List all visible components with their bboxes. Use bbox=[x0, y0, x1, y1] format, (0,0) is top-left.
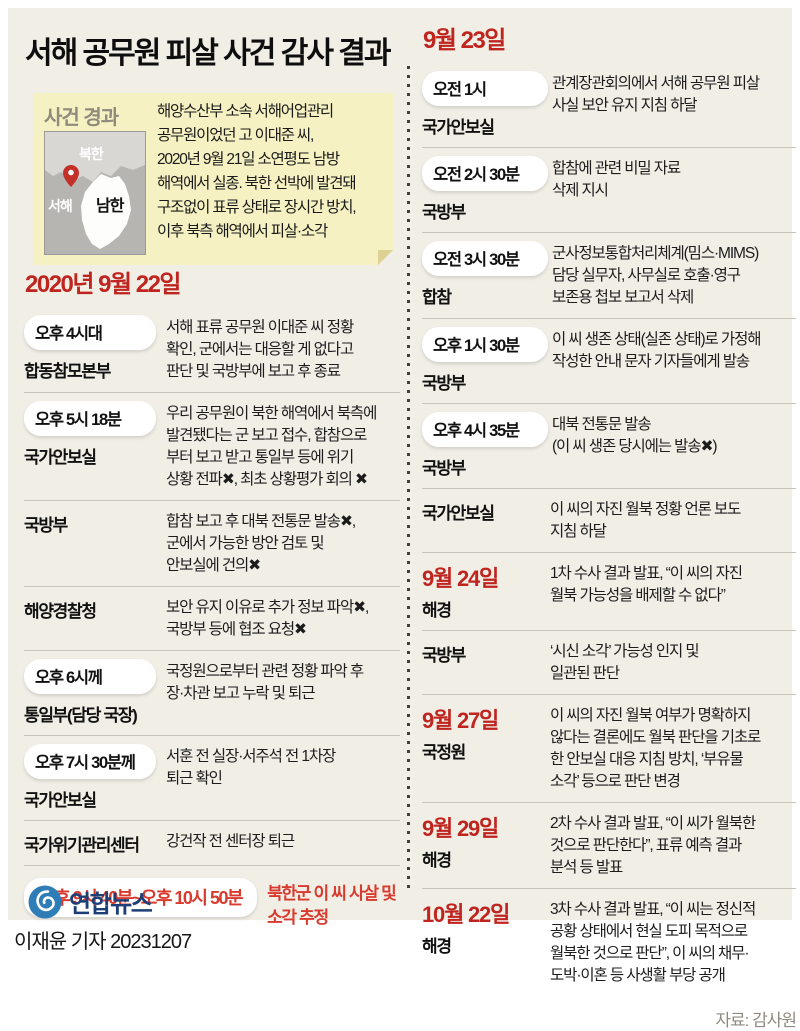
timeline-entry: 오후 5시 18분 국가안보실 우리 공무원이 북한 해역에서 북측에 발견됐다… bbox=[24, 393, 400, 501]
org-label: 통일부(담당 국장) bbox=[24, 706, 138, 725]
org-label: 국가안보실 bbox=[24, 448, 97, 467]
org-label: 해양경찰청 bbox=[24, 602, 97, 621]
yonhap-logo: 연합뉴스 bbox=[28, 884, 153, 919]
timeline-entry: 오전 2시 30분 국방부 합참에 관련 비밀 자료 삭제 지시 bbox=[422, 148, 796, 233]
korea-map: 북한 서해 남한 bbox=[44, 131, 146, 255]
org-label: 국방부 bbox=[422, 459, 466, 478]
timeline-entry: 10월 22일 해경 3차 수사 결과 발표, “이 씨는 정신적 공황 상태에… bbox=[422, 889, 796, 996]
entry-text: 합참 보고 후 대북 전통문 발송✖, 군에서 가능한 방안 검토 및 안보실에… bbox=[166, 513, 356, 574]
entry-text: 보안 유지 이유로 추가 정보 파악✖, 국방부 등에 협조 요청✖ bbox=[166, 599, 369, 638]
org-label: 해경 bbox=[422, 601, 452, 620]
map-sea-label: 서해 bbox=[48, 198, 73, 214]
highlight-time-badge: 오후 9시 40분~오후 10시 50분 bbox=[24, 878, 258, 917]
entry-text: ‘시신 소각’ 가능성 인지 및 일관된 판단 bbox=[550, 643, 700, 682]
timeline-left-column: 2020년 9월 22일 오후 4시대 합동참모본부 서해 표류 공무원 이대준… bbox=[24, 264, 400, 939]
timeline-entry: 9월 24일 해경 1차 수사 결과 발표, “이 씨의 자진 월북 가능성을 … bbox=[422, 553, 796, 631]
org-label: 합참 bbox=[422, 288, 452, 307]
date-label: 9월 27일 bbox=[422, 708, 499, 733]
map-south-label: 남한 bbox=[96, 198, 124, 215]
entry-text: 군사정보통합처리체계(밈스·MIMS) 담당 실무자, 사무실로 호출·영구 보… bbox=[552, 245, 759, 306]
time-badge: 오후 4시 35분 bbox=[422, 412, 548, 447]
org-label: 국정원 bbox=[422, 743, 466, 762]
entry-text: 2차 수사 결과 발표, “이 씨가 월북한 것으로 판단한다”, 표류 예측 … bbox=[550, 815, 756, 876]
infographic-canvas: 서해 공무원 피살 사건 감사 결과 사건 경과 북한 서해 남한 해양수산부 … bbox=[8, 8, 797, 1030]
entry-text: 이 씨의 자진 월북 여부가 명확하지 않다는 결론에도 월북 판단을 기초로 … bbox=[550, 707, 761, 790]
org-label: 국방부 bbox=[24, 516, 68, 535]
entry-text: 1차 수사 결과 발표, “이 씨의 자진 월북 가능성을 배제할 수 없다” bbox=[550, 565, 743, 604]
timeline-right-column: 9월 23일 오전 1시 국가안보실 관계장관회의에서 서해 공무원 피살 사실… bbox=[422, 20, 797, 1031]
org-label: 국가위기관리센터 bbox=[24, 836, 140, 855]
org-label: 국가안보실 bbox=[422, 504, 495, 523]
timeline-entry: 국방부 합참 보고 후 대북 전통문 발송✖, 군에서 가능한 방안 검토 및 … bbox=[24, 501, 400, 587]
entry-text: 국정원으로부터 관련 정황 파악 후 장·차관 보고 누락 및 퇴근 bbox=[166, 663, 364, 702]
entry-text: 3차 수사 결과 발표, “이 씨는 정신적 공황 상태에서 현실 도피 목적으… bbox=[550, 901, 756, 984]
location-pin-icon bbox=[63, 165, 79, 187]
highlight-text: 북한군 이 씨 사살 및 소각 추정 bbox=[267, 884, 397, 927]
timeline-entry: 해양경찰청 보안 유지 이유로 추가 정보 파악✖, 국방부 등에 협조 요청✖ bbox=[24, 587, 400, 651]
timeline-entry: 국방부 ‘시신 소각’ 가능성 인지 및 일관된 판단 bbox=[422, 631, 796, 695]
time-badge: 오후 1시 30분 bbox=[422, 327, 548, 362]
timeline-entry: 오후 4시 35분 국방부 대북 전통문 발송 (이 씨 생존 당시에는 발송✖… bbox=[422, 404, 796, 489]
org-label: 국가안보실 bbox=[422, 118, 495, 137]
timeline-entry: 9월 29일 해경 2차 수사 결과 발표, “이 씨가 월북한 것으로 판단한… bbox=[422, 803, 796, 889]
timeline-entry: 오후 1시 30분 국방부 이 씨 생존 상태(실존 상태)로 가정해 작성한 … bbox=[422, 319, 796, 404]
page-title: 서해 공무원 피살 사건 감사 결과 bbox=[25, 37, 391, 70]
entry-text: 이 씨의 자진 월북 정황 언론 보도 지침 하달 bbox=[550, 501, 741, 540]
timeline-entry: 국가안보실 이 씨의 자진 월북 정황 언론 보도 지침 하달 bbox=[422, 489, 796, 553]
note-heading: 사건 경과 bbox=[44, 107, 119, 129]
source-credit: 자료: 감사원 bbox=[715, 1011, 797, 1030]
date-label: 9월 29일 bbox=[422, 816, 499, 841]
byline: 이재윤 기자 20231207 bbox=[14, 931, 192, 953]
entry-text: 서훈 전 실장·서주석 전 1차장 퇴근 확인 bbox=[166, 748, 336, 787]
entry-text: 관계장관회의에서 서해 공무원 피살 사실 보안 유지 지침 하달 bbox=[552, 75, 760, 114]
date-label: 9월 24일 bbox=[422, 566, 499, 591]
time-badge: 오전 2시 30분 bbox=[422, 156, 548, 191]
timeline-entry: 오후 7시 30분께 국가안보실 서훈 전 실장·서주석 전 1차장 퇴근 확인 bbox=[24, 736, 400, 821]
entry-text: 우리 공무원이 북한 해역에서 북측에 발견됐다는 군 보고 접수, 합참으로 … bbox=[166, 405, 377, 488]
timeline-entry: 9월 27일 국정원 이 씨의 자진 월북 여부가 명확하지 않다는 결론에도 … bbox=[422, 695, 796, 803]
map-south-region bbox=[81, 174, 131, 249]
date-header: 9월 23일 bbox=[423, 27, 506, 54]
timeline-entry: 오전 3시 30분 합참 군사정보통합처리체계(밈스·MIMS) 담당 실무자,… bbox=[422, 233, 796, 319]
entry-text: 대북 전통문 발송 (이 씨 생존 당시에는 발송✖) bbox=[552, 416, 718, 455]
org-label: 국방부 bbox=[422, 203, 466, 222]
date-label: 10월 22일 bbox=[422, 902, 510, 927]
note-description: 해양수산부 소속 서해어업관리 공무원이었던 고 이대준 씨, 2020년 9월… bbox=[157, 103, 357, 240]
time-badge: 오후 7시 30분께 bbox=[24, 744, 156, 779]
org-label: 합동참모본부 bbox=[24, 362, 111, 381]
org-label: 해경 bbox=[422, 851, 452, 870]
map-north-label: 북한 bbox=[79, 146, 104, 162]
entry-text: 합참에 관련 비밀 자료 삭제 지시 bbox=[552, 160, 681, 199]
timeline-entry: 오후 6시께 통일부(담당 국장) 국정원으로부터 관련 정황 파악 후 장·차… bbox=[24, 651, 400, 736]
entry-text: 서해 표류 공무원 이대준 씨 정황 확인, 군에서는 대응할 게 없다고 판단… bbox=[166, 319, 354, 380]
timeline-entry: 국가위기관리센터 강건작 전 센터장 퇴근 bbox=[24, 821, 400, 866]
time-badge: 오전 1시 bbox=[422, 71, 548, 106]
entry-text: 이 씨 생존 상태(실존 상태)로 가정해 작성한 안내 문자 기자들에게 발송 bbox=[552, 331, 762, 370]
timeline-entry: 오후 4시대 합동참모본부 서해 표류 공무원 이대준 씨 정황 확인, 군에서… bbox=[24, 307, 400, 393]
org-label: 국가안보실 bbox=[24, 791, 97, 810]
time-badge: 오후 6시께 bbox=[24, 659, 156, 694]
yonhap-logo-text: 연합뉴스 bbox=[69, 891, 153, 918]
time-badge: 오후 5시 18분 bbox=[24, 401, 156, 436]
timeline-entry: 오전 1시 국가안보실 관계장관회의에서 서해 공무원 피살 사실 보안 유지 … bbox=[422, 63, 796, 148]
column-divider bbox=[407, 66, 410, 894]
org-label: 해경 bbox=[422, 937, 452, 956]
org-label: 국방부 bbox=[422, 374, 466, 393]
incident-note: 사건 경과 북한 서해 남한 해양수산부 소속 서해어업관리 공무원이었던 고 … bbox=[33, 93, 393, 265]
date-header: 2020년 9월 22일 bbox=[25, 271, 182, 298]
time-badge: 오전 3시 30분 bbox=[422, 241, 548, 276]
timeline-entry-highlight: 오후 9시 40분~오후 10시 50분 북한군 이 씨 사살 및 소각 추정 bbox=[24, 866, 400, 939]
time-badge: 오후 4시대 bbox=[24, 315, 156, 350]
entry-text: 강건작 전 센터장 퇴근 bbox=[166, 833, 295, 850]
org-label: 국방부 bbox=[422, 646, 466, 665]
yonhap-logo-icon bbox=[28, 885, 62, 918]
